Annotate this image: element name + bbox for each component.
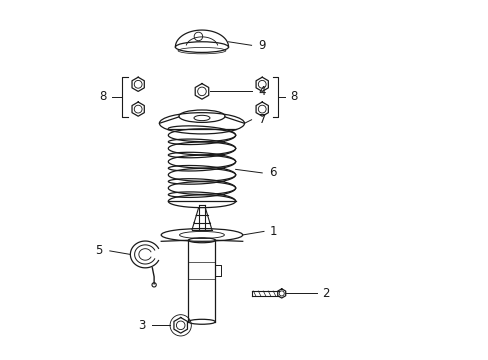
Text: 9: 9 bbox=[258, 39, 265, 52]
Text: 8: 8 bbox=[290, 90, 297, 103]
Text: 4: 4 bbox=[258, 85, 265, 98]
Text: 8: 8 bbox=[99, 90, 106, 103]
Text: 7: 7 bbox=[258, 113, 265, 126]
Text: 3: 3 bbox=[138, 319, 145, 332]
Text: 2: 2 bbox=[322, 287, 329, 300]
Text: 6: 6 bbox=[269, 166, 276, 179]
Text: 5: 5 bbox=[95, 244, 102, 257]
Text: 1: 1 bbox=[269, 225, 276, 238]
